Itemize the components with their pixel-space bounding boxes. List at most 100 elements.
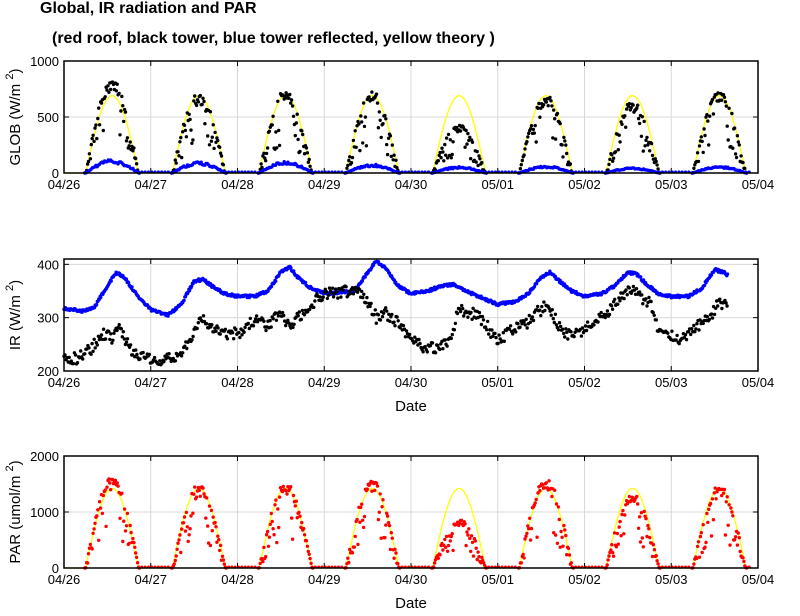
data-point	[470, 140, 475, 144]
data-point	[393, 547, 397, 551]
data-point	[307, 552, 311, 556]
data-point	[585, 320, 590, 324]
data-point	[97, 538, 101, 542]
data-point	[530, 315, 535, 319]
data-point	[299, 317, 303, 322]
data-point	[701, 321, 705, 326]
data-point	[191, 511, 195, 515]
data-point	[607, 312, 612, 317]
data-point	[706, 520, 710, 525]
data-point	[720, 306, 724, 311]
data-point	[711, 518, 716, 522]
data-point	[110, 477, 115, 482]
data-point	[553, 533, 558, 537]
data-point	[739, 154, 743, 158]
data-point	[378, 118, 382, 123]
data-point	[623, 114, 627, 118]
data-point	[217, 538, 221, 542]
data-point	[655, 163, 659, 167]
data-point	[210, 135, 214, 139]
data-point	[301, 132, 305, 137]
data-point	[128, 140, 132, 144]
data-point	[477, 154, 481, 158]
data-point	[200, 102, 204, 107]
data-point	[638, 540, 643, 544]
data-point	[579, 334, 584, 338]
data-point	[392, 556, 396, 560]
data-point	[532, 284, 537, 289]
data-point	[123, 529, 128, 533]
y-tick-label: 200	[37, 364, 59, 379]
data-point	[180, 527, 184, 531]
data-point	[553, 312, 558, 316]
data-point	[270, 123, 274, 127]
data-point	[232, 337, 236, 341]
data-point	[108, 337, 112, 342]
data-point	[552, 531, 556, 535]
data-point	[708, 501, 713, 506]
data-point	[624, 288, 628, 292]
data-point	[147, 352, 152, 357]
data-point	[701, 150, 705, 155]
data-point	[287, 96, 291, 101]
ir-chart: 04/26 04/27 04/28 04/29 04/30 05/01 05/02 05/03…	[4, 257, 774, 415]
data-point	[683, 333, 688, 337]
data-point	[611, 554, 616, 558]
data-point	[736, 531, 740, 535]
data-point	[653, 157, 657, 161]
data-point	[262, 545, 266, 550]
data-point	[113, 478, 118, 482]
data-point	[698, 534, 703, 539]
data-point	[451, 140, 455, 144]
data-point	[555, 111, 560, 116]
data-point	[707, 317, 712, 322]
y-axis-label-text: PAR (umol/m	[7, 471, 24, 563]
data-point	[127, 541, 131, 546]
data-point	[92, 139, 96, 144]
x-tick-label: 05/02	[568, 177, 601, 192]
data-point	[438, 150, 442, 155]
y-tick-label: 300	[37, 311, 59, 326]
y-tick-label: 0	[52, 166, 59, 181]
data-point	[523, 147, 527, 151]
data-point	[469, 534, 474, 538]
data-point	[183, 128, 188, 133]
data-point	[90, 136, 94, 141]
data-point	[202, 492, 206, 496]
data-point	[706, 119, 710, 123]
data-point	[528, 291, 532, 295]
data-point	[357, 122, 361, 126]
data-point	[475, 149, 479, 154]
data-point	[447, 153, 452, 158]
data-point	[134, 555, 139, 559]
data-point	[373, 488, 377, 493]
data-point	[395, 315, 399, 319]
data-point	[723, 100, 728, 104]
data-point	[309, 561, 313, 565]
data-point	[385, 514, 390, 518]
data-point	[610, 153, 614, 157]
data-point	[569, 330, 573, 334]
data-point	[374, 92, 379, 96]
data-point	[329, 291, 334, 295]
data-point	[635, 106, 639, 110]
data-point	[539, 313, 543, 318]
data-point	[95, 514, 99, 518]
data-point	[385, 142, 389, 147]
data-point	[741, 556, 745, 560]
data-point	[695, 322, 699, 326]
data-point	[558, 324, 563, 329]
x-tick-label: 05/04	[742, 177, 775, 192]
data-point	[71, 361, 76, 366]
data-point	[387, 523, 392, 528]
data-point	[553, 488, 557, 492]
theory-line	[64, 487, 750, 569]
data-point	[644, 138, 648, 142]
data-point	[271, 114, 275, 119]
data-point	[353, 129, 357, 133]
data-point	[526, 524, 530, 528]
data-point	[466, 533, 470, 537]
data-point	[361, 518, 365, 522]
x-tick-label: 05/03	[655, 572, 688, 587]
data-point	[474, 546, 478, 550]
